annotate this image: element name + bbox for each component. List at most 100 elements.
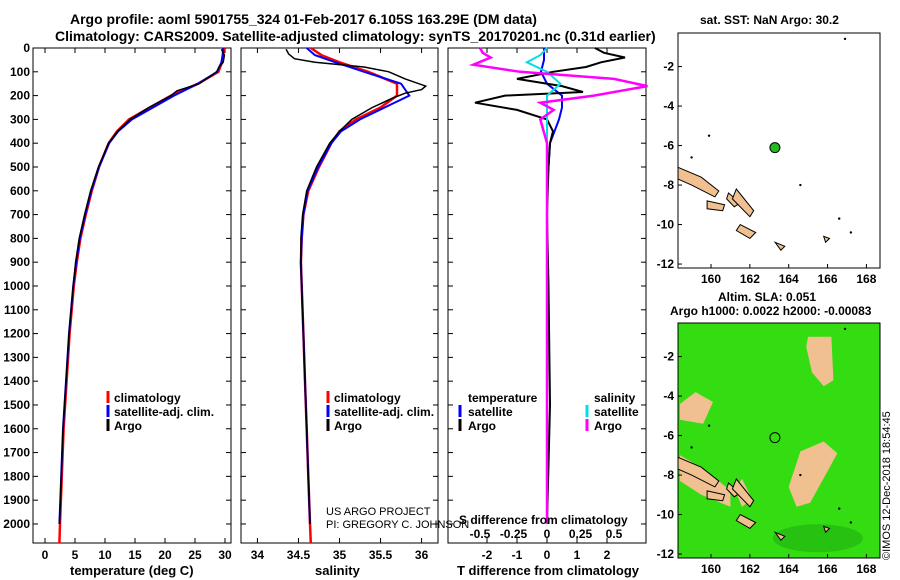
y-tick-label: 1500 bbox=[3, 398, 30, 412]
island-solomon bbox=[822, 525, 831, 534]
lon-tick-label: 168 bbox=[856, 272, 876, 286]
small-island bbox=[690, 446, 693, 449]
small-island bbox=[838, 507, 841, 510]
x-tick-label: -2 bbox=[482, 548, 493, 562]
legend-label-s-satellite: satellite bbox=[594, 405, 639, 419]
lat-tick-label: -8 bbox=[663, 468, 674, 482]
small-island bbox=[707, 424, 711, 427]
series-s-argo-line bbox=[468, 47, 648, 524]
x-tick-label: 20 bbox=[158, 548, 172, 562]
island-solomon bbox=[735, 223, 757, 240]
x-tick-label: -1 bbox=[512, 548, 523, 562]
argo-float-marker bbox=[769, 432, 781, 444]
legend-label-argo: Argo bbox=[114, 419, 142, 433]
x-tick-label: 34.5 bbox=[287, 548, 311, 562]
lat-tick-label: -2 bbox=[663, 60, 674, 74]
island-solomon bbox=[822, 235, 831, 244]
series-argo-line bbox=[58, 48, 226, 525]
y-tick-label: 1700 bbox=[3, 446, 30, 460]
y-tick-label: 1800 bbox=[3, 469, 30, 483]
y-tick-label: 600 bbox=[10, 184, 30, 198]
x-tick-label: 30 bbox=[218, 548, 232, 562]
series-argo-line bbox=[285, 48, 428, 525]
y-tick-label: 800 bbox=[10, 231, 30, 245]
x-tick-label: 5 bbox=[72, 548, 79, 562]
x-tick-label: 35 bbox=[333, 548, 347, 562]
lat-tick-label: -10 bbox=[657, 508, 675, 522]
lon-tick-label: 166 bbox=[818, 562, 838, 576]
legend-label-argo: Argo bbox=[334, 419, 362, 433]
lat-tick-label: -6 bbox=[663, 429, 674, 443]
y-tick-label: 1300 bbox=[3, 350, 30, 364]
x-tick-label: 36 bbox=[415, 548, 429, 562]
island-solomon bbox=[677, 166, 720, 198]
salinity-xlabel: salinity bbox=[315, 563, 361, 578]
sla-map-frame bbox=[677, 322, 881, 559]
sla-map-title: Altim. SLA: 0.051 bbox=[718, 290, 816, 304]
legend-title-temperature: temperature bbox=[468, 391, 538, 405]
sst-map: 160 162 164 166 168 -2 -4 -6 -8 -10 -12 bbox=[657, 37, 877, 286]
figure-title-line1: Argo profile: aoml 5901755_324 01-Feb-20… bbox=[70, 11, 537, 27]
x-tick-label: 35.5 bbox=[369, 548, 393, 562]
lon-tick-label: 166 bbox=[818, 272, 838, 286]
s-diff-tick-label: 0 bbox=[544, 527, 551, 541]
x-tick-label: 0 bbox=[544, 548, 551, 562]
lat-tick-label: -4 bbox=[663, 389, 674, 403]
y-tick-label: 2000 bbox=[3, 517, 30, 531]
temperature-xlabel: temperature (deg C) bbox=[70, 563, 194, 578]
lon-tick-label: 162 bbox=[740, 562, 760, 576]
x-tick-label: 2 bbox=[604, 548, 611, 562]
small-island bbox=[838, 217, 841, 220]
y-tick-label: 1400 bbox=[3, 374, 30, 388]
small-island bbox=[799, 473, 802, 477]
imos-timestamp: ©IMOS 12-Dec-2018 18:54:45 bbox=[881, 411, 893, 560]
difference-xlabel: T difference from climatology bbox=[457, 563, 640, 578]
legend-label-t-satellite: satellite bbox=[468, 405, 513, 419]
lat-tick-label: -6 bbox=[663, 139, 674, 153]
y-tick-label: 1200 bbox=[3, 327, 30, 341]
difference-top-xlabel: S difference from climatology bbox=[459, 513, 628, 527]
credit-pi: PI: GREGORY C. JOHNSON bbox=[326, 519, 469, 531]
y-tick-label: 900 bbox=[10, 255, 30, 269]
sla-anomaly-patch bbox=[679, 392, 713, 424]
temperature-panel-frame bbox=[32, 47, 232, 544]
lon-tick-label: 160 bbox=[701, 562, 721, 576]
island-solomon bbox=[773, 241, 786, 251]
y-tick-label: 500 bbox=[10, 160, 30, 174]
x-tick-label: 34 bbox=[251, 548, 265, 562]
y-tick-label: 200 bbox=[10, 89, 30, 103]
island-solomon bbox=[735, 513, 757, 530]
legend-label-satellite: satellite-adj. clim. bbox=[334, 405, 434, 419]
series-climatology-line bbox=[58, 47, 226, 544]
small-island bbox=[849, 231, 853, 234]
y-tick-label: 400 bbox=[10, 136, 30, 150]
lat-tick-label: -12 bbox=[657, 257, 675, 271]
lon-tick-label: 164 bbox=[779, 272, 799, 286]
small-island bbox=[707, 134, 711, 137]
lat-tick-label: -10 bbox=[657, 218, 675, 232]
series-satellite-adj-clim--line bbox=[58, 47, 225, 525]
small-island bbox=[799, 183, 802, 187]
legend-label-t-argo: Argo bbox=[468, 419, 496, 433]
sla-low-region bbox=[772, 524, 863, 553]
lat-tick-label: -12 bbox=[657, 547, 675, 561]
argo-float-marker bbox=[769, 142, 781, 154]
figure-title-line2: Climatology: CARS2009. Satellite-adjuste… bbox=[55, 28, 656, 44]
s-diff-tick-label: 0.5 bbox=[606, 527, 623, 541]
s-diff-tick-label: -0.5 bbox=[470, 527, 491, 541]
small-island bbox=[843, 37, 847, 41]
lon-tick-label: 162 bbox=[740, 272, 760, 286]
difference-legend: temperature satellite Argo salinity sate… bbox=[458, 391, 639, 433]
island-solomon bbox=[731, 478, 755, 508]
island-solomon bbox=[773, 531, 786, 541]
legend-label-climatology: climatology bbox=[334, 391, 401, 405]
x-tick-label: 0 bbox=[42, 548, 49, 562]
sst-map-title: sat. SST: NaN Argo: 30.2 bbox=[700, 13, 839, 27]
island-solomon bbox=[731, 188, 755, 218]
salinity-panel-frame bbox=[240, 47, 439, 544]
small-island bbox=[843, 327, 847, 331]
x-tick-label: 25 bbox=[188, 548, 202, 562]
difference-plot: -2 -1 0 1 2 -0.5 -0.25 0 0.25 0.5 bbox=[448, 47, 648, 562]
small-island bbox=[690, 156, 693, 159]
